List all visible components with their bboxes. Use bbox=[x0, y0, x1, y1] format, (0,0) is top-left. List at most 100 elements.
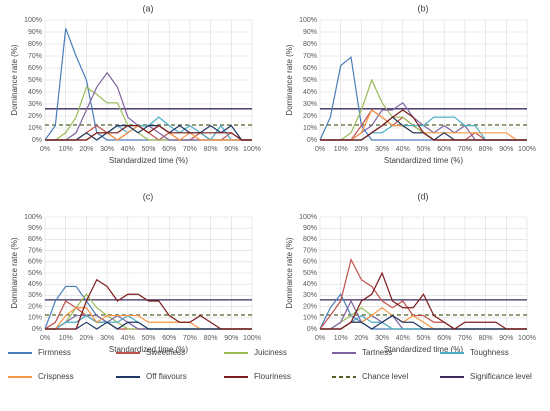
x-tick-label: 20% bbox=[354, 335, 368, 342]
y-axis-title: Dominance rate (%) bbox=[285, 44, 294, 115]
x-tick-label: 70% bbox=[183, 146, 197, 153]
x-tick-label: 30% bbox=[375, 335, 389, 342]
x-tick-label: 90% bbox=[224, 335, 238, 342]
y-axis-title: Dominance rate (%) bbox=[10, 237, 19, 308]
y-tick-label: 30% bbox=[303, 292, 317, 299]
x-tick-label: 100% bbox=[518, 335, 536, 342]
y-tick-label: 70% bbox=[28, 53, 42, 60]
x-tick-label: 10% bbox=[59, 335, 73, 342]
y-tick-label: 20% bbox=[303, 113, 317, 120]
y-tick-label: 40% bbox=[303, 89, 317, 96]
series-line bbox=[320, 109, 527, 141]
y-tick-label: 80% bbox=[28, 236, 42, 243]
y-tick-label: 40% bbox=[28, 281, 42, 288]
series-line bbox=[320, 314, 527, 330]
legend-label: Chance level bbox=[362, 372, 408, 381]
x-axis-title: Standardized time (%) bbox=[109, 345, 188, 354]
y-tick-label: 0% bbox=[32, 326, 42, 333]
y-tick-label: 30% bbox=[28, 292, 42, 299]
x-tick-label: 50% bbox=[416, 335, 430, 342]
series-line bbox=[45, 278, 252, 330]
x-tick-label: 30% bbox=[375, 146, 389, 153]
y-tick-label: 50% bbox=[303, 77, 317, 84]
x-tick-label: 30% bbox=[100, 146, 114, 153]
x-tick-label: 40% bbox=[121, 146, 135, 153]
x-tick-label: 20% bbox=[79, 335, 93, 342]
y-tick-label: 30% bbox=[28, 101, 42, 108]
x-tick-label: 50% bbox=[141, 335, 155, 342]
x-tick-label: 90% bbox=[224, 146, 238, 153]
x-tick-label: 0% bbox=[315, 335, 325, 342]
y-tick-label: 70% bbox=[303, 247, 317, 254]
x-tick-label: 100% bbox=[243, 146, 261, 153]
x-tick-label: 0% bbox=[40, 335, 50, 342]
x-tick-label: 70% bbox=[458, 335, 472, 342]
x-tick-label: 0% bbox=[40, 146, 50, 153]
x-tick-label: 80% bbox=[479, 146, 493, 153]
y-tick-label: 0% bbox=[307, 137, 317, 144]
y-tick-label: 60% bbox=[28, 65, 42, 72]
y-tick-label: 20% bbox=[28, 303, 42, 310]
y-tick-label: 90% bbox=[28, 29, 42, 36]
x-tick-label: 80% bbox=[479, 335, 493, 342]
y-tick-label: 0% bbox=[307, 326, 317, 333]
chart-title: (d) bbox=[418, 191, 429, 201]
y-tick-label: 30% bbox=[303, 101, 317, 108]
legend-label: Sweetness bbox=[146, 348, 185, 357]
x-tick-label: 80% bbox=[204, 335, 218, 342]
y-tick-label: 100% bbox=[24, 214, 42, 221]
series-line bbox=[45, 124, 252, 141]
y-tick-label: 100% bbox=[24, 17, 42, 24]
x-tick-label: 70% bbox=[458, 146, 472, 153]
chart-title: (c) bbox=[143, 191, 154, 201]
x-tick-label: 30% bbox=[100, 335, 114, 342]
x-tick-label: 40% bbox=[396, 146, 410, 153]
y-tick-label: 0% bbox=[32, 137, 42, 144]
x-tick-label: 10% bbox=[59, 146, 73, 153]
y-tick-label: 50% bbox=[28, 77, 42, 84]
x-tick-label: 0% bbox=[315, 146, 325, 153]
y-tick-label: 70% bbox=[303, 53, 317, 60]
y-tick-label: 80% bbox=[28, 41, 42, 48]
y-tick-label: 10% bbox=[28, 125, 42, 132]
x-tick-label: 40% bbox=[121, 335, 135, 342]
x-tick-label: 60% bbox=[437, 146, 451, 153]
y-tick-label: 60% bbox=[303, 65, 317, 72]
y-tick-label: 90% bbox=[303, 29, 317, 36]
y-axis-title: Dominance rate (%) bbox=[285, 237, 294, 308]
y-tick-label: 40% bbox=[303, 281, 317, 288]
x-tick-label: 100% bbox=[518, 146, 536, 153]
legend-label: Flouriness bbox=[254, 372, 291, 381]
x-tick-label: 100% bbox=[243, 335, 261, 342]
y-tick-label: 50% bbox=[303, 270, 317, 277]
legend-label: Toughness bbox=[470, 348, 509, 357]
chart-title: (a) bbox=[143, 3, 154, 13]
x-tick-label: 60% bbox=[162, 146, 176, 153]
y-tick-label: 50% bbox=[28, 270, 42, 277]
legend-label: Firmness bbox=[38, 348, 71, 357]
x-tick-label: 20% bbox=[79, 146, 93, 153]
x-tick-label: 90% bbox=[499, 146, 513, 153]
x-tick-label: 50% bbox=[416, 146, 430, 153]
x-tick-label: 60% bbox=[162, 335, 176, 342]
y-tick-label: 60% bbox=[28, 259, 42, 266]
y-tick-label: 10% bbox=[303, 125, 317, 132]
x-tick-label: 80% bbox=[204, 146, 218, 153]
y-tick-label: 60% bbox=[303, 259, 317, 266]
legend-label: Crispness bbox=[38, 372, 74, 381]
y-tick-label: 10% bbox=[28, 315, 42, 322]
y-tick-label: 20% bbox=[28, 113, 42, 120]
chart-title: (b) bbox=[418, 3, 429, 13]
x-tick-label: 20% bbox=[354, 146, 368, 153]
legend-label: Significance level bbox=[470, 372, 532, 381]
x-axis-title: Standardized time (%) bbox=[384, 345, 463, 354]
x-tick-label: 40% bbox=[396, 335, 410, 342]
x-axis-title: Standardized time (%) bbox=[384, 156, 463, 165]
y-tick-label: 10% bbox=[303, 315, 317, 322]
series-line bbox=[45, 321, 252, 330]
y-tick-label: 80% bbox=[303, 236, 317, 243]
legend-label: Off flavours bbox=[146, 372, 187, 381]
series-line bbox=[320, 271, 527, 330]
y-tick-label: 90% bbox=[28, 225, 42, 232]
x-tick-label: 10% bbox=[334, 335, 348, 342]
